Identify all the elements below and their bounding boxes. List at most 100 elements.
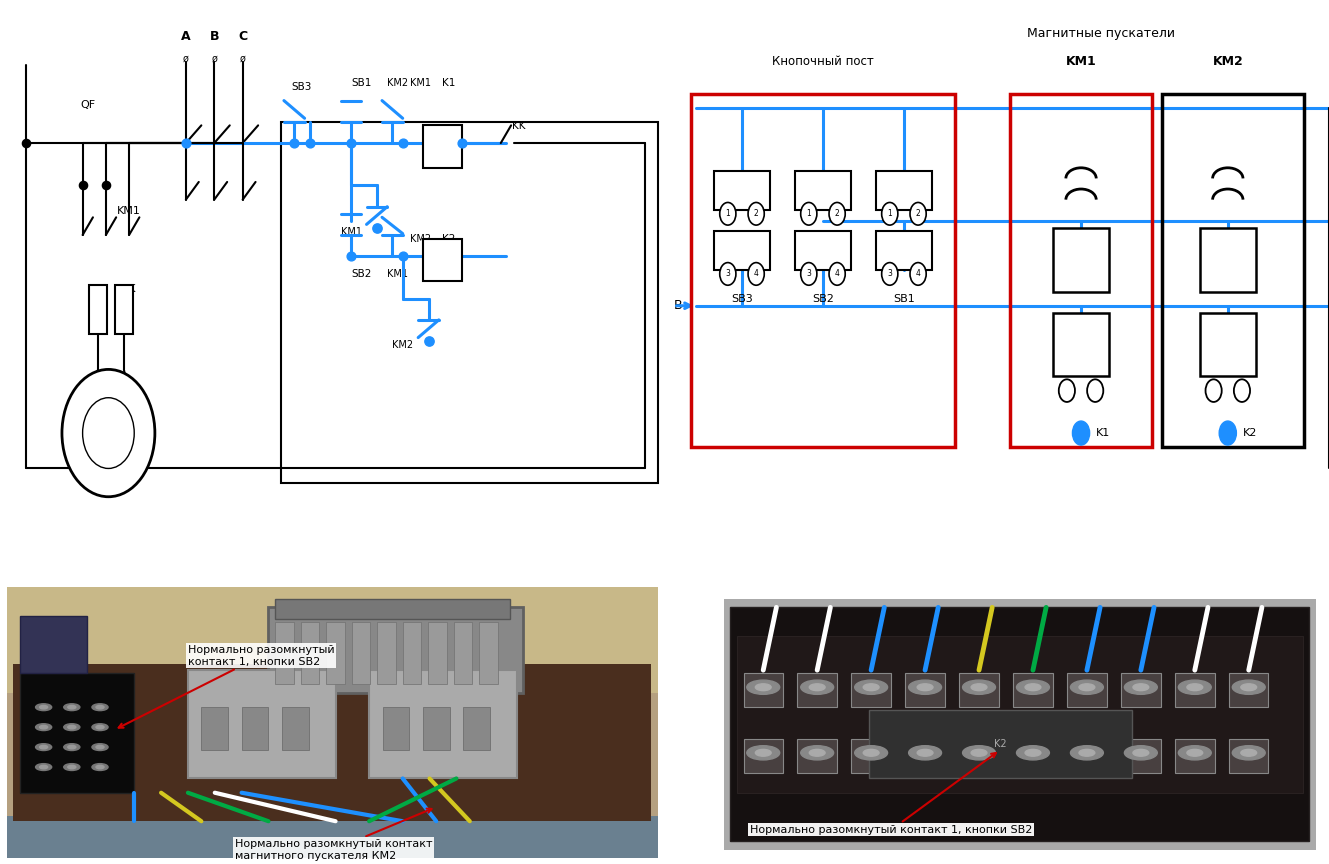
Text: KM2: KM2 [1212,55,1243,68]
Circle shape [1079,683,1095,690]
Circle shape [96,746,104,749]
Bar [1229,739,1268,772]
Bar [714,171,769,210]
Circle shape [62,370,155,497]
Bar [1229,673,1268,707]
Bar [1200,228,1256,291]
Circle shape [917,683,933,690]
Bar [736,636,1302,793]
Bar [201,707,229,750]
Point [175,137,197,150]
Circle shape [96,726,104,729]
Text: KM1: KM1 [387,270,408,279]
Circle shape [36,744,52,751]
Circle shape [1187,749,1203,756]
Text: Нормально разомкнутый контакт
магнитного пускателя КМ2: Нормально разомкнутый контакт магнитного… [235,809,432,861]
Point [392,250,413,264]
Text: KM1: KM1 [340,227,361,237]
Bar [797,673,837,707]
Circle shape [1233,379,1251,402]
Circle shape [64,704,80,710]
Circle shape [881,263,898,285]
Bar [1175,739,1215,772]
Text: QF: QF [80,99,96,110]
Bar [13,664,651,821]
Bar [383,707,409,750]
Circle shape [1241,749,1257,756]
Circle shape [40,746,48,749]
Bar [852,673,890,707]
Text: 4: 4 [835,270,840,278]
Bar [960,673,999,707]
Point [299,137,320,150]
Text: KM1: KM1 [411,79,431,88]
Circle shape [96,766,104,769]
Circle shape [36,724,52,731]
Text: Магнитные пускатели: Магнитные пускатели [1027,27,1175,40]
Bar [114,284,133,334]
Circle shape [1087,379,1103,402]
Circle shape [910,263,926,285]
Circle shape [92,764,108,771]
Circle shape [864,683,878,690]
Circle shape [96,706,104,708]
Text: 1: 1 [888,209,892,219]
Text: 1: 1 [807,209,811,219]
Text: ø: ø [183,54,189,63]
Circle shape [855,746,888,760]
Bar [795,171,851,210]
Circle shape [1179,680,1211,695]
Bar [1053,228,1108,291]
Text: KM1: KM1 [117,206,141,216]
Text: 3: 3 [726,270,730,278]
Bar [242,707,268,750]
Circle shape [800,202,817,226]
Circle shape [1025,683,1041,690]
Text: В: В [674,299,682,312]
Circle shape [801,680,833,695]
Circle shape [720,263,736,285]
Point [340,137,361,150]
Bar [731,607,1309,842]
Bar [1013,739,1053,772]
Circle shape [1132,683,1148,690]
Text: SB2: SB2 [812,295,833,304]
Bar [724,599,1316,850]
Text: 2: 2 [754,209,759,219]
Circle shape [801,746,833,760]
Circle shape [971,749,987,756]
Bar [480,622,498,684]
Circle shape [1179,746,1211,760]
Circle shape [720,202,736,226]
Bar [905,739,945,772]
Circle shape [1079,749,1095,756]
Circle shape [1073,421,1090,445]
Bar [300,622,319,684]
Point [452,137,473,150]
Text: KK: KK [512,121,525,131]
Circle shape [1232,746,1265,760]
Circle shape [1070,746,1103,760]
Circle shape [1070,680,1103,695]
Bar [1122,739,1160,772]
Bar [453,622,473,684]
Text: KM2: KM2 [392,340,413,350]
Bar [424,238,462,281]
Bar [282,707,308,750]
Bar [1122,673,1160,707]
Bar [691,93,954,448]
Circle shape [909,680,941,695]
Text: ø: ø [211,54,217,63]
Circle shape [881,202,898,226]
Text: K2: K2 [994,740,1006,749]
Bar [743,739,783,772]
Text: SB3: SB3 [292,82,312,92]
Bar [268,607,524,693]
Text: K2: K2 [443,234,456,245]
Bar [7,816,658,858]
Bar [462,707,490,750]
Bar [1013,673,1053,707]
Point [340,250,361,264]
Circle shape [800,263,817,285]
Point [283,137,304,150]
